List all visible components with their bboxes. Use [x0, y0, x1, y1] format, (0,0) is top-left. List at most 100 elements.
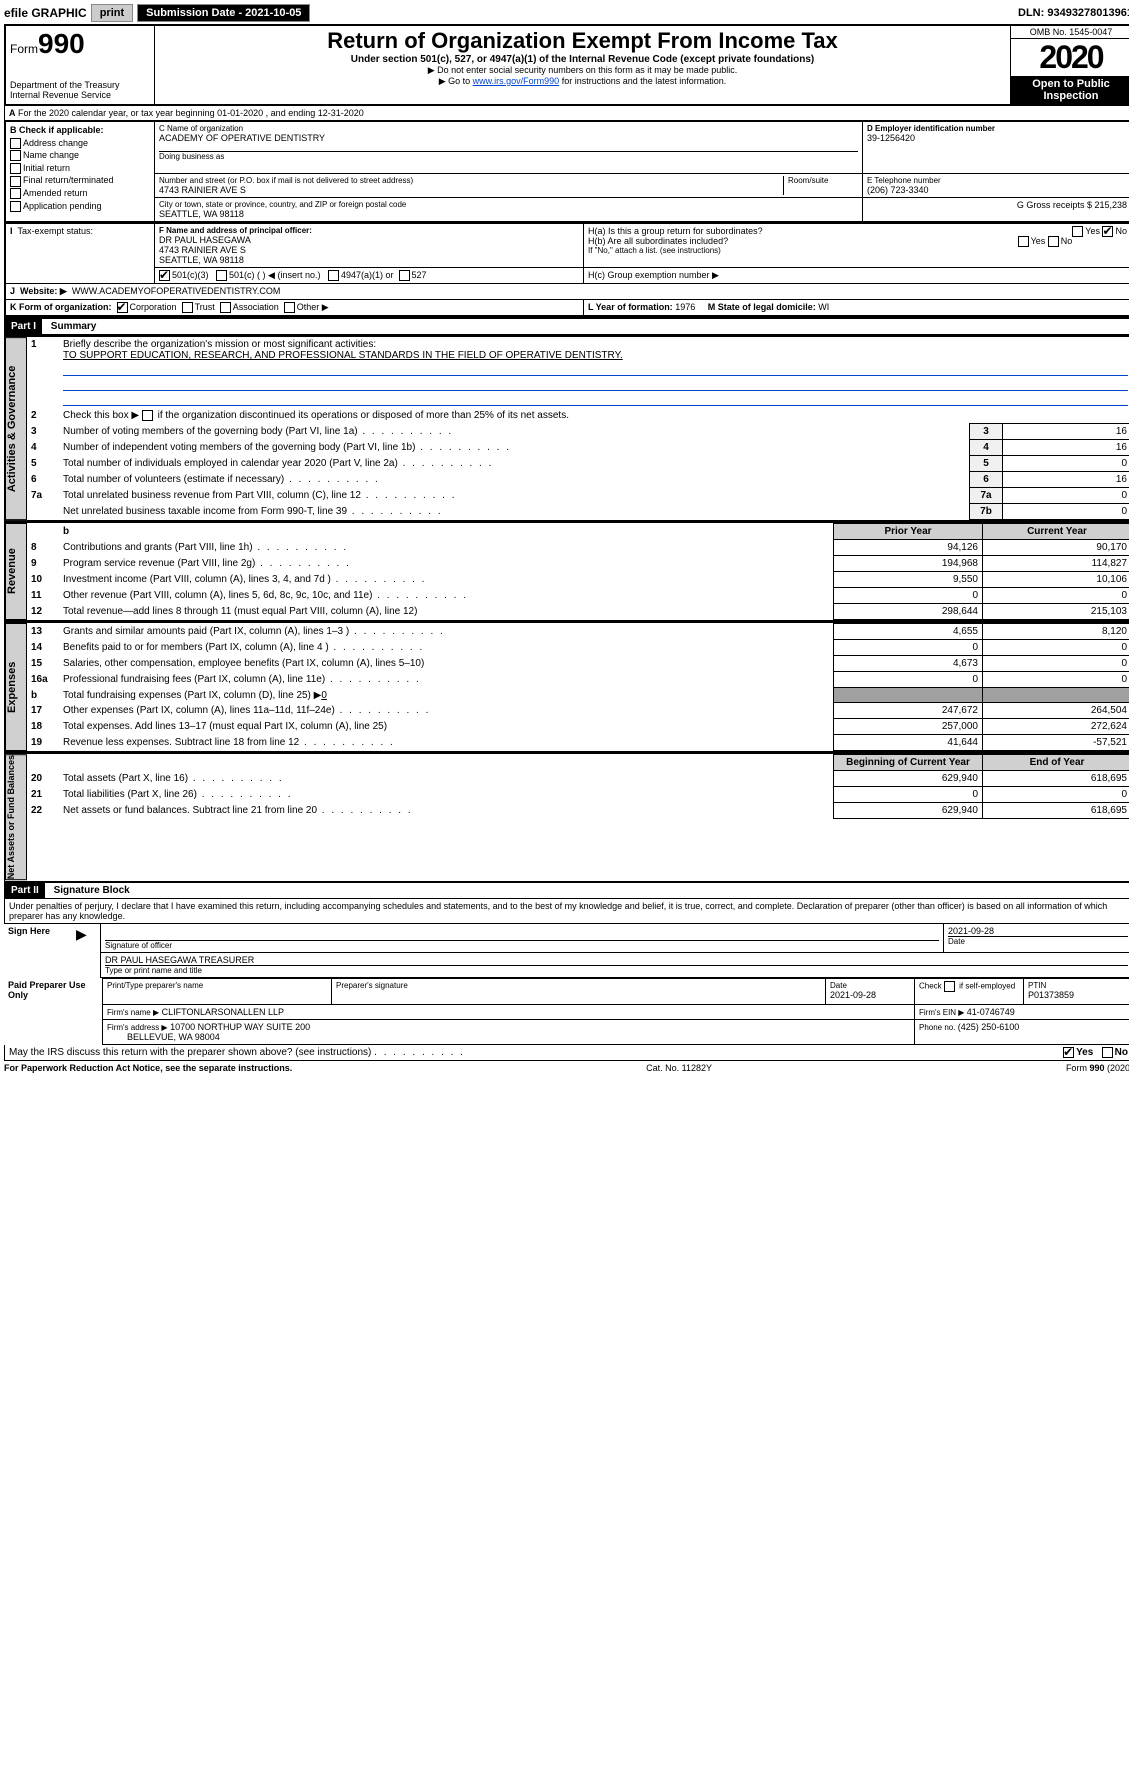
p-h5: PTIN: [1028, 981, 1128, 990]
org-name: ACADEMY OF OPERATIVE DENTISTRY: [159, 133, 858, 143]
checkbox-amended[interactable]: [10, 188, 21, 199]
r-p: 4,673: [834, 656, 983, 672]
r-t: Net unrelated business taxable income fr…: [63, 506, 347, 517]
cb-other[interactable]: [284, 302, 295, 313]
k-label: K Form of organization:: [10, 302, 112, 312]
m-value: WI: [818, 302, 829, 312]
h-b: H(b) Are all subordinates included? Yes …: [588, 236, 1127, 246]
firm-addr2: BELLEVUE, WA 98004: [127, 1032, 220, 1042]
c-name-label: C Name of organization: [159, 124, 858, 133]
r-v: 16: [1003, 440, 1129, 456]
p-h2: Preparer's signature: [336, 981, 821, 990]
k-corp: Corporation: [130, 302, 177, 312]
r-v: 0: [1003, 488, 1129, 504]
r-n: 15: [31, 658, 42, 669]
r-v: 0: [321, 690, 327, 701]
r-p: 629,940: [834, 803, 983, 819]
r-n: b: [31, 690, 37, 701]
dln-label: DLN: 93493278013961: [1018, 7, 1129, 19]
ha-no[interactable]: [1102, 226, 1113, 237]
cb-assoc[interactable]: [220, 302, 231, 313]
ha-text: H(a) Is this a group return for subordin…: [588, 226, 763, 236]
part1-bar: Part I: [5, 319, 42, 334]
officer-block: I Tax-exempt status: F Name and address …: [4, 223, 1129, 317]
k-trust: Trust: [195, 302, 215, 312]
r-i: 4: [970, 440, 1003, 456]
ha-yes[interactable]: [1072, 226, 1083, 237]
r-c: 618,695: [983, 771, 1129, 787]
h-a: H(a) Is this a group return for subordin…: [588, 226, 1127, 236]
r-n: 19: [31, 737, 42, 748]
r-p: 298,644: [834, 604, 983, 620]
part1-header: Part I Summary: [4, 317, 1129, 335]
hb-yes[interactable]: [1018, 236, 1029, 247]
r-t: Total assets (Part X, line 16): [63, 773, 188, 784]
note2-post: for instructions and the latest informat…: [559, 76, 726, 86]
cb-527[interactable]: [399, 270, 410, 281]
dept-treasury: Department of the Treasury Internal Reve…: [10, 80, 150, 100]
r-p: 0: [834, 640, 983, 656]
r-p: 0: [834, 787, 983, 803]
checkbox-final[interactable]: [10, 176, 21, 187]
r-v: 16: [1003, 424, 1129, 440]
r-p: 629,940: [834, 771, 983, 787]
cb-selfemp[interactable]: [944, 981, 955, 992]
r-t: Program service revenue (Part VIII, line…: [63, 558, 255, 569]
r-n: 14: [31, 642, 42, 653]
cb-amend: Amended return: [23, 188, 88, 198]
officer-street: 4743 RAINIER AVE S: [159, 245, 579, 255]
r-p: 194,968: [834, 556, 983, 572]
irs-link[interactable]: www.irs.gov/Form990: [473, 76, 560, 86]
hb-no[interactable]: [1048, 236, 1059, 247]
cb-501c3[interactable]: [159, 270, 170, 281]
checkbox-name[interactable]: [10, 150, 21, 161]
i-501c3: 501(c)(3): [172, 270, 209, 280]
r-i: 5: [970, 456, 1003, 472]
submission-date: Submission Date - 2021-10-05: [137, 4, 310, 22]
sig-name: DR PAUL HASEGAWA TREASURER: [105, 955, 1128, 965]
org-street: 4743 RAINIER AVE S: [159, 185, 783, 195]
open-public: Open to Public Inspection: [1011, 76, 1129, 104]
checkbox-initial[interactable]: [10, 163, 21, 174]
cb-discontinued[interactable]: [142, 410, 153, 421]
discuss-yes[interactable]: [1063, 1047, 1074, 1058]
summary-revenue: Revenue bPrior YearCurrent Year 8Contrib…: [4, 521, 1129, 621]
r-n: 5: [31, 458, 37, 469]
p-date: 2021-09-28: [830, 990, 910, 1000]
p-h1: Print/Type preparer's name: [107, 981, 327, 990]
perjury-text: Under penalties of perjury, I declare th…: [4, 899, 1129, 924]
discuss-no[interactable]: [1102, 1047, 1113, 1058]
footer-mid: Cat. No. 11282Y: [646, 1063, 712, 1073]
f-label: F Name and address of principal officer:: [159, 226, 312, 235]
checkbox-address[interactable]: [10, 138, 21, 149]
cb-corp[interactable]: [117, 302, 128, 313]
r-p: 247,672: [834, 703, 983, 719]
period-text: For the 2020 calendar year, or tax year …: [18, 108, 364, 118]
q2-text: Check this box ▶ if the organization dis…: [63, 410, 569, 421]
org-info-block: B Check if applicable: Address change Na…: [4, 121, 1129, 223]
cb-name: Name change: [23, 150, 79, 160]
r-c: 0: [983, 672, 1129, 688]
officer-city: SEATTLE, WA 98118: [159, 255, 579, 265]
r-c: 0: [983, 787, 1129, 803]
cb-501c[interactable]: [216, 270, 227, 281]
cb-4947[interactable]: [328, 270, 339, 281]
paid-preparer-block: Paid Preparer Use Only Print/Type prepar…: [4, 978, 1129, 1045]
j-label: Website: ▶: [20, 286, 67, 296]
addr-label: Number and street (or P.O. box if mail i…: [159, 176, 783, 185]
r-c: 215,103: [983, 604, 1129, 620]
checkbox-pending[interactable]: [10, 201, 21, 212]
print-button[interactable]: print: [91, 4, 133, 22]
form-note2: ▶ Go to www.irs.gov/Form990 for instruct…: [159, 76, 1006, 87]
r-c: 0: [983, 640, 1129, 656]
cb-trust[interactable]: [182, 302, 193, 313]
form-title: Return of Organization Exempt From Incom…: [159, 28, 1006, 54]
r-v: 16: [1003, 472, 1129, 488]
cb-pend: Application pending: [23, 201, 102, 211]
cb-addr: Address change: [23, 138, 88, 148]
g-label: G Gross receipts $: [1017, 200, 1095, 210]
col-begin: Beginning of Current Year: [834, 755, 983, 771]
city-label: City or town, state or province, country…: [159, 200, 858, 209]
firm-label: Firm's name ▶: [107, 1008, 159, 1017]
r-n: 6: [31, 474, 37, 485]
